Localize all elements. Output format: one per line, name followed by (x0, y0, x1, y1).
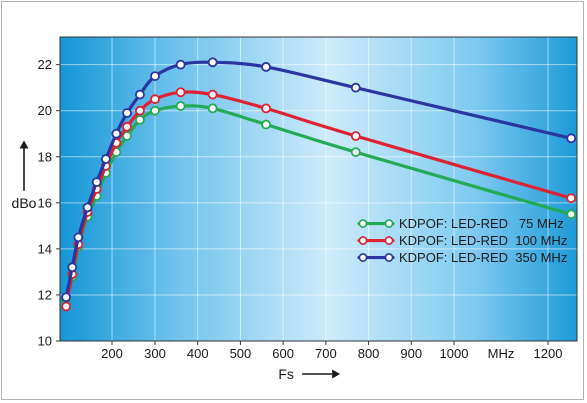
y-tick-label: 14 (38, 241, 52, 256)
y-tick-label: 18 (38, 149, 52, 164)
x-tick-label: 1200 (534, 346, 563, 361)
legend-swatch-marker (358, 236, 368, 245)
data-point (82, 202, 93, 213)
y-tick-label: 20 (38, 103, 52, 118)
y-tick-label: 22 (38, 57, 52, 72)
data-point (122, 121, 132, 132)
x-tick-label: 500 (230, 346, 252, 361)
y-axis-arrowhead-icon (19, 140, 29, 149)
legend-item-1: KDPOF: LED-RED 75 MHz (357, 216, 564, 231)
data-point (100, 154, 111, 164)
data-point (67, 262, 78, 273)
data-point (91, 177, 102, 187)
y-axis-label: dBo (12, 195, 37, 211)
axis-labels: dBo Fs (12, 140, 341, 382)
x-tick-label: 900 (400, 346, 422, 361)
x-tick-label: 700 (315, 346, 337, 361)
x-tick-label: 200 (101, 346, 123, 361)
x-axis-arrowhead-icon (332, 369, 341, 379)
data-point (175, 87, 186, 98)
series-line (64, 90, 573, 309)
x-tick-label: 300 (144, 346, 166, 361)
x-tick-label: 400 (187, 346, 209, 361)
y-tick-label: 12 (38, 287, 52, 302)
data-point (207, 57, 218, 68)
data-point (350, 147, 361, 158)
series-line (64, 60, 573, 299)
x-tick-label: 1000 (440, 346, 469, 361)
legend-item-2: KDPOF: LED-RED 100 MHz (357, 233, 567, 248)
data-point (175, 59, 186, 70)
data-point (350, 131, 361, 141)
legend-swatch-marker (358, 253, 368, 262)
legend-swatch-marker (384, 253, 394, 262)
data-point (261, 62, 271, 72)
axes: 10 12 14 16 18 20 22 200 300 400 500 600 700 800 900 10… (38, 36, 578, 361)
data-point (135, 115, 145, 125)
series-3 (61, 57, 577, 303)
data-point (150, 71, 160, 82)
data-point (135, 89, 145, 100)
data-point (261, 119, 271, 130)
data-point (150, 94, 160, 105)
data-point (111, 128, 122, 139)
y-tick-label: 16 (38, 195, 52, 210)
data-point (73, 232, 84, 243)
x-axis-label: Fs (278, 366, 294, 382)
data-point (135, 105, 145, 116)
data-point (150, 105, 160, 116)
data-point (207, 103, 218, 114)
x-tick-label: 600 (272, 346, 294, 361)
data-point (261, 103, 271, 114)
data-point (566, 193, 577, 204)
data-point (566, 209, 577, 220)
data-point (61, 292, 72, 303)
legend-swatch-marker (384, 219, 394, 228)
data-point (566, 133, 577, 144)
legend-label: KDPOF: LED-RED 100 MHz (399, 233, 567, 248)
x-tick-label: 800 (358, 346, 380, 361)
series-layer (61, 57, 577, 312)
data-point (175, 101, 186, 111)
data-point (122, 131, 132, 141)
data-point (61, 301, 72, 312)
data-point (122, 108, 132, 118)
legend-item-3: KDPOF: LED-RED 350 MHz (357, 250, 567, 265)
y-tick-label: 10 (38, 334, 52, 349)
plot-frame (59, 36, 578, 342)
grid (60, 37, 577, 341)
legend-swatch-marker (384, 236, 394, 245)
legend: KDPOF: LED-RED 75 MHz KDPOF: LED-RED 100 … (357, 216, 567, 265)
x-unit-label: MHz (488, 346, 515, 361)
legend-label: KDPOF: LED-RED 75 MHz (399, 216, 564, 231)
legend-swatch-marker (358, 219, 368, 228)
data-point (350, 82, 361, 93)
data-point (207, 89, 218, 100)
legend-label: KDPOF: LED-RED 350 MHz (399, 250, 567, 265)
